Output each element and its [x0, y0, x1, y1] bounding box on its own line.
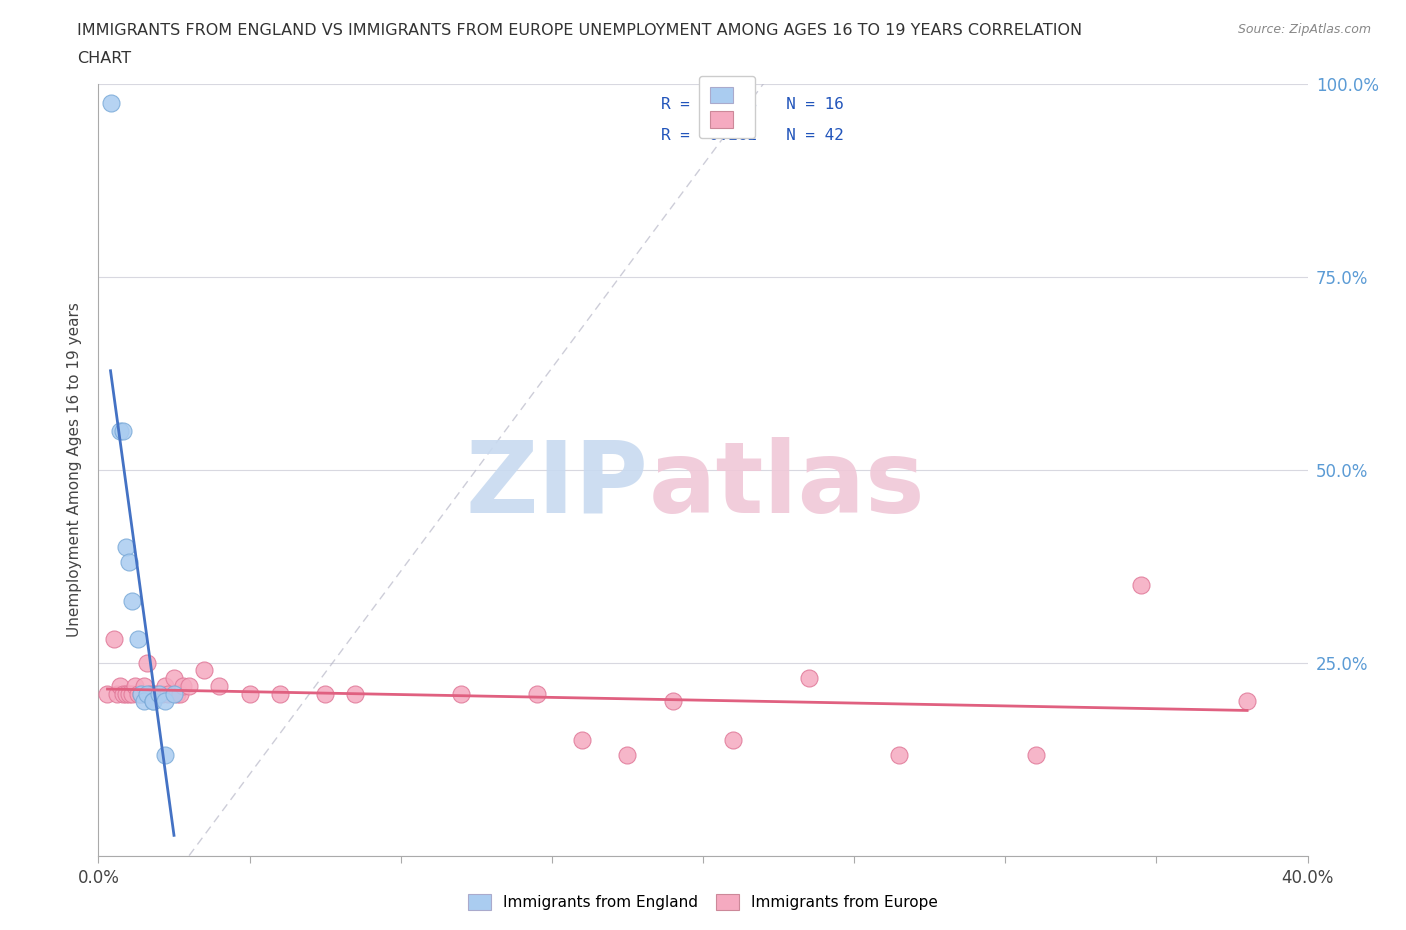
Point: [127, 686, 149, 701]
Text: IMMIGRANTS FROM ENGLAND VS IMMIGRANTS FROM EUROPE UNEMPLOYMENT AMONG AGES 16 TO : IMMIGRANTS FROM ENGLAND VS IMMIGRANTS FR…: [77, 23, 1083, 38]
Point: [163, 671, 186, 685]
Point: [889, 748, 911, 763]
Text: ZIP: ZIP: [465, 436, 648, 534]
Text: R = -0.262   N = 42: R = -0.262 N = 42: [661, 128, 844, 143]
Point: [108, 424, 131, 439]
Point: [526, 686, 548, 701]
Point: [344, 686, 367, 701]
Point: [450, 686, 472, 701]
Point: [797, 671, 820, 685]
Point: [111, 424, 134, 439]
Point: [121, 593, 143, 608]
Point: [114, 539, 136, 554]
Text: Source: ZipAtlas.com: Source: ZipAtlas.com: [1237, 23, 1371, 36]
Point: [616, 748, 638, 763]
Point: [111, 686, 134, 701]
Point: [114, 686, 136, 701]
Point: [135, 656, 157, 671]
Point: [129, 686, 152, 701]
Point: [571, 733, 593, 748]
Point: [129, 686, 152, 701]
Point: [96, 686, 118, 701]
Point: [153, 748, 176, 763]
Point: [1130, 578, 1153, 593]
Point: [150, 686, 173, 701]
Point: [172, 678, 194, 693]
Point: [169, 686, 191, 701]
Point: [118, 555, 141, 570]
Point: [145, 686, 167, 701]
Point: [142, 686, 165, 701]
Text: atlas: atlas: [648, 436, 925, 534]
Point: [723, 733, 745, 748]
Legend: Immigrants from England, Immigrants from Europe: Immigrants from England, Immigrants from…: [460, 886, 946, 918]
Point: [121, 686, 143, 701]
Point: [153, 694, 176, 709]
Point: [239, 686, 262, 701]
Point: [179, 678, 201, 693]
Legend: , : ,: [699, 76, 755, 139]
Point: [142, 694, 165, 709]
Point: [1024, 748, 1046, 763]
Point: [153, 678, 176, 693]
Point: [314, 686, 336, 701]
Point: [661, 694, 683, 709]
Point: [103, 632, 125, 647]
Point: [148, 686, 170, 701]
Point: [132, 694, 155, 709]
Point: [148, 686, 170, 701]
Point: [163, 686, 186, 701]
Point: [166, 686, 188, 701]
Point: [269, 686, 291, 701]
Point: [193, 663, 215, 678]
Point: [127, 632, 149, 647]
Point: [118, 686, 141, 701]
Point: [132, 678, 155, 693]
Point: [139, 686, 162, 701]
Point: [105, 686, 128, 701]
Point: [208, 678, 231, 693]
Y-axis label: Unemployment Among Ages 16 to 19 years: Unemployment Among Ages 16 to 19 years: [67, 302, 83, 637]
Point: [100, 96, 122, 111]
Point: [1236, 694, 1258, 709]
Point: [124, 678, 146, 693]
Text: R =  0.218   N = 16: R = 0.218 N = 16: [661, 97, 844, 112]
Text: CHART: CHART: [77, 51, 131, 66]
Point: [142, 694, 165, 709]
Point: [135, 686, 157, 701]
Point: [108, 678, 131, 693]
Point: [156, 686, 179, 701]
